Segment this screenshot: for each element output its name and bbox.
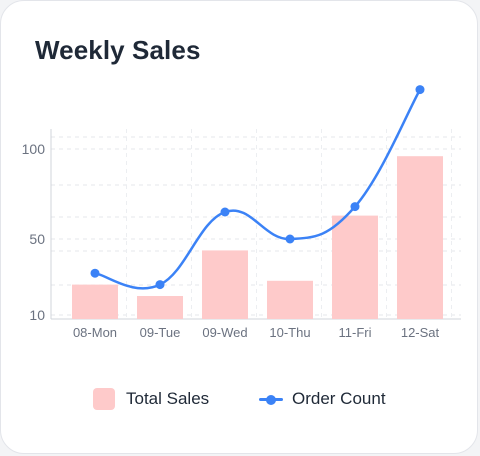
order-count-point-11-Fri (350, 202, 360, 212)
x-tick-label-09-Tue: 09-Tue (140, 325, 181, 340)
bar-10-Thu (267, 280, 313, 319)
legend-label-total-sales: Total Sales (126, 389, 210, 408)
y-tick-label-50: 50 (29, 231, 45, 247)
chart-legend: Total Sales Order Count (1, 385, 477, 413)
legend-swatch-total-sales (93, 388, 115, 410)
legend-swatch-order-count (259, 388, 283, 410)
order-count-point-12-Sat (415, 85, 425, 95)
x-tick-label-09-Wed: 09-Wed (202, 325, 247, 340)
legend-label-order-count: Order Count (292, 389, 386, 408)
legend-item-total-sales[interactable]: Total Sales (93, 385, 209, 413)
weekly-sales-chart: 10 50 100 08-Mon 09-Tue 09-Wed 10-Thu 11-Fri 12-… (22, 85, 461, 340)
order-count-point-09-Wed (220, 207, 230, 217)
y-tick-label-100: 100 (22, 141, 46, 157)
x-tick-label-08-Mon: 08-Mon (73, 325, 117, 340)
y-tick-label-10: 10 (29, 307, 45, 323)
x-tick-label-11-Fri: 11-Fri (339, 325, 372, 340)
x-tick-label-10-Thu: 10-Thu (269, 325, 310, 340)
chart-title: Weekly Sales (35, 35, 201, 65)
order-count-point-10-Thu (285, 234, 295, 244)
order-count-point-09-Tue (155, 280, 165, 290)
bar-11-Fri (332, 215, 378, 319)
bar-09-Wed (202, 250, 248, 319)
bar-08-Mon (72, 284, 118, 319)
legend-item-order-count[interactable]: Order Count (259, 385, 386, 413)
order-count-point-08-Mon (90, 268, 100, 278)
x-tick-label-12-Sat: 12-Sat (401, 325, 440, 340)
bar-12-Sat (397, 156, 443, 319)
bar-09-Tue (137, 296, 183, 319)
